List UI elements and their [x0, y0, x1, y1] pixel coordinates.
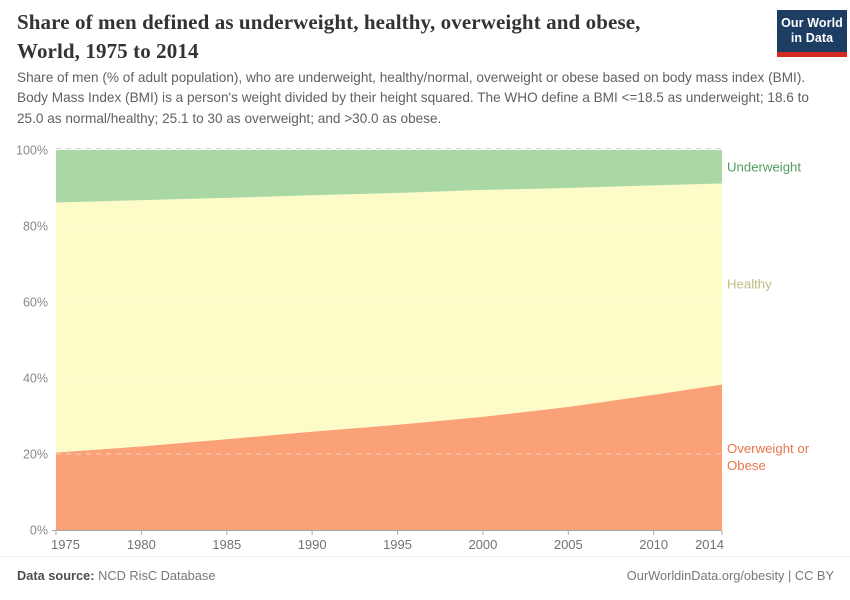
y-tick-label: 100%	[16, 144, 48, 158]
x-tick-label: 2010	[639, 537, 668, 552]
license-link[interactable]: OurWorldinData.org/obesity | CC BY	[626, 568, 834, 583]
data-source: Data source: NCD RisC Database	[17, 568, 215, 583]
series-label-overweight-or-obese: Overweight or Obese	[727, 441, 810, 474]
x-tick-label: 2000	[468, 537, 497, 552]
owid-logo-line-1: Our World	[781, 16, 843, 31]
owid-logo-red-stripe	[777, 52, 847, 57]
x-tick-label: 1975	[51, 537, 80, 552]
series-label-underweight: Underweight	[727, 159, 802, 175]
x-tick-label: 2014	[695, 537, 724, 552]
series-label-healthy: Healthy	[727, 276, 772, 292]
y-tick-label: 20%	[23, 448, 48, 462]
chart-footer: Data source: NCD RisC Database OurWorldi…	[0, 556, 850, 583]
data-source-label: Data source:	[17, 568, 95, 583]
chart-subtitle: Share of men (% of adult population), wh…	[17, 70, 809, 126]
title-line-2: World, 1975 to 2014	[17, 39, 199, 63]
x-tick-label: 1995	[383, 537, 412, 552]
area-underweight[interactable]	[56, 150, 722, 203]
x-tick-label: 2005	[554, 537, 583, 552]
owid-logo-line-2: in Data	[790, 31, 834, 45]
y-tick-label: 40%	[23, 372, 48, 386]
y-tick-label: 80%	[23, 220, 48, 234]
page-title: Share of men defined as underweight, hea…	[17, 8, 641, 66]
y-tick-label: 60%	[23, 296, 48, 310]
title-line-1: Share of men defined as underweight, hea…	[17, 10, 641, 34]
x-tick-label: 1985	[212, 537, 241, 552]
area-overweight-or-obese[interactable]	[56, 384, 722, 530]
area-healthy[interactable]	[56, 183, 722, 453]
x-tick-label: 1980	[127, 537, 156, 552]
y-tick-label: 0%	[30, 524, 48, 538]
x-tick-label: 1990	[298, 537, 327, 552]
owid-logo[interactable]: Our World in Data	[777, 10, 847, 57]
data-source-value: NCD RisC Database	[98, 568, 216, 583]
owid-logo-text: Our World in Data	[777, 10, 847, 52]
